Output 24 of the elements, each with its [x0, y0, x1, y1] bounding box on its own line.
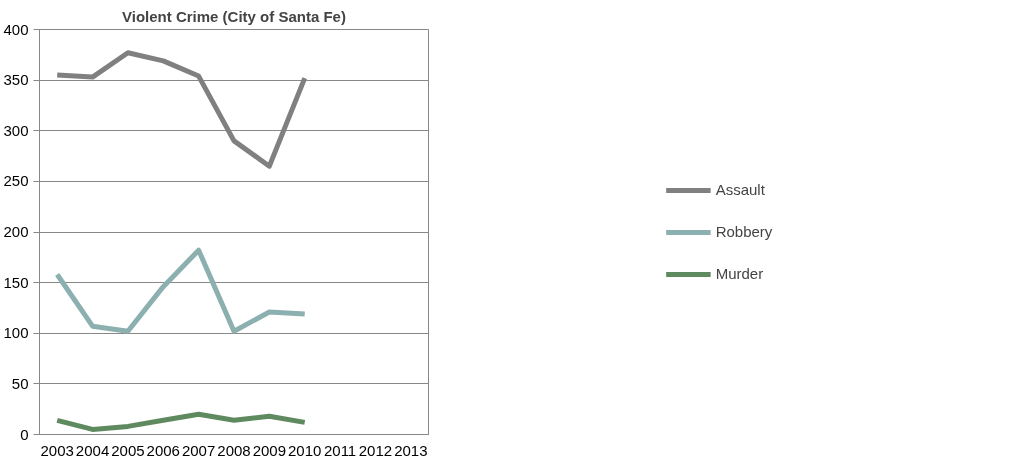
legend-label: Assault [715, 181, 765, 198]
x-tick-label: 2010 [288, 441, 322, 459]
y-tick-label: 0 [20, 425, 29, 443]
y-tick-label: 250 [3, 172, 29, 190]
x-tick-label: 2012 [358, 441, 393, 459]
x-tick-label: 2004 [75, 441, 110, 459]
x-tick-label: 2013 [394, 441, 428, 459]
y-tick-label: 150 [3, 273, 29, 291]
legend-label: Murder [715, 265, 764, 282]
x-tick-label: 2007 [181, 441, 216, 459]
chart-title: Violent Crime (City of Santa Fe) [122, 7, 346, 25]
y-tick-label: 300 [3, 121, 29, 139]
y-tick-label: 350 [3, 71, 29, 89]
x-tick-label: 2006 [146, 441, 180, 459]
y-tick-label: 400 [3, 20, 29, 38]
x-tick-label: 2008 [217, 441, 251, 459]
x-tick-label: 2005 [111, 441, 145, 459]
y-tick-label: 50 [11, 374, 29, 392]
legend-label: Robbery [715, 223, 773, 240]
x-tick-label: 2003 [40, 441, 74, 459]
y-tick-label: 100 [3, 324, 29, 342]
x-tick-label: 2009 [252, 441, 287, 459]
x-tick-label: 2011 [323, 441, 357, 459]
y-tick-label: 200 [3, 223, 29, 240]
